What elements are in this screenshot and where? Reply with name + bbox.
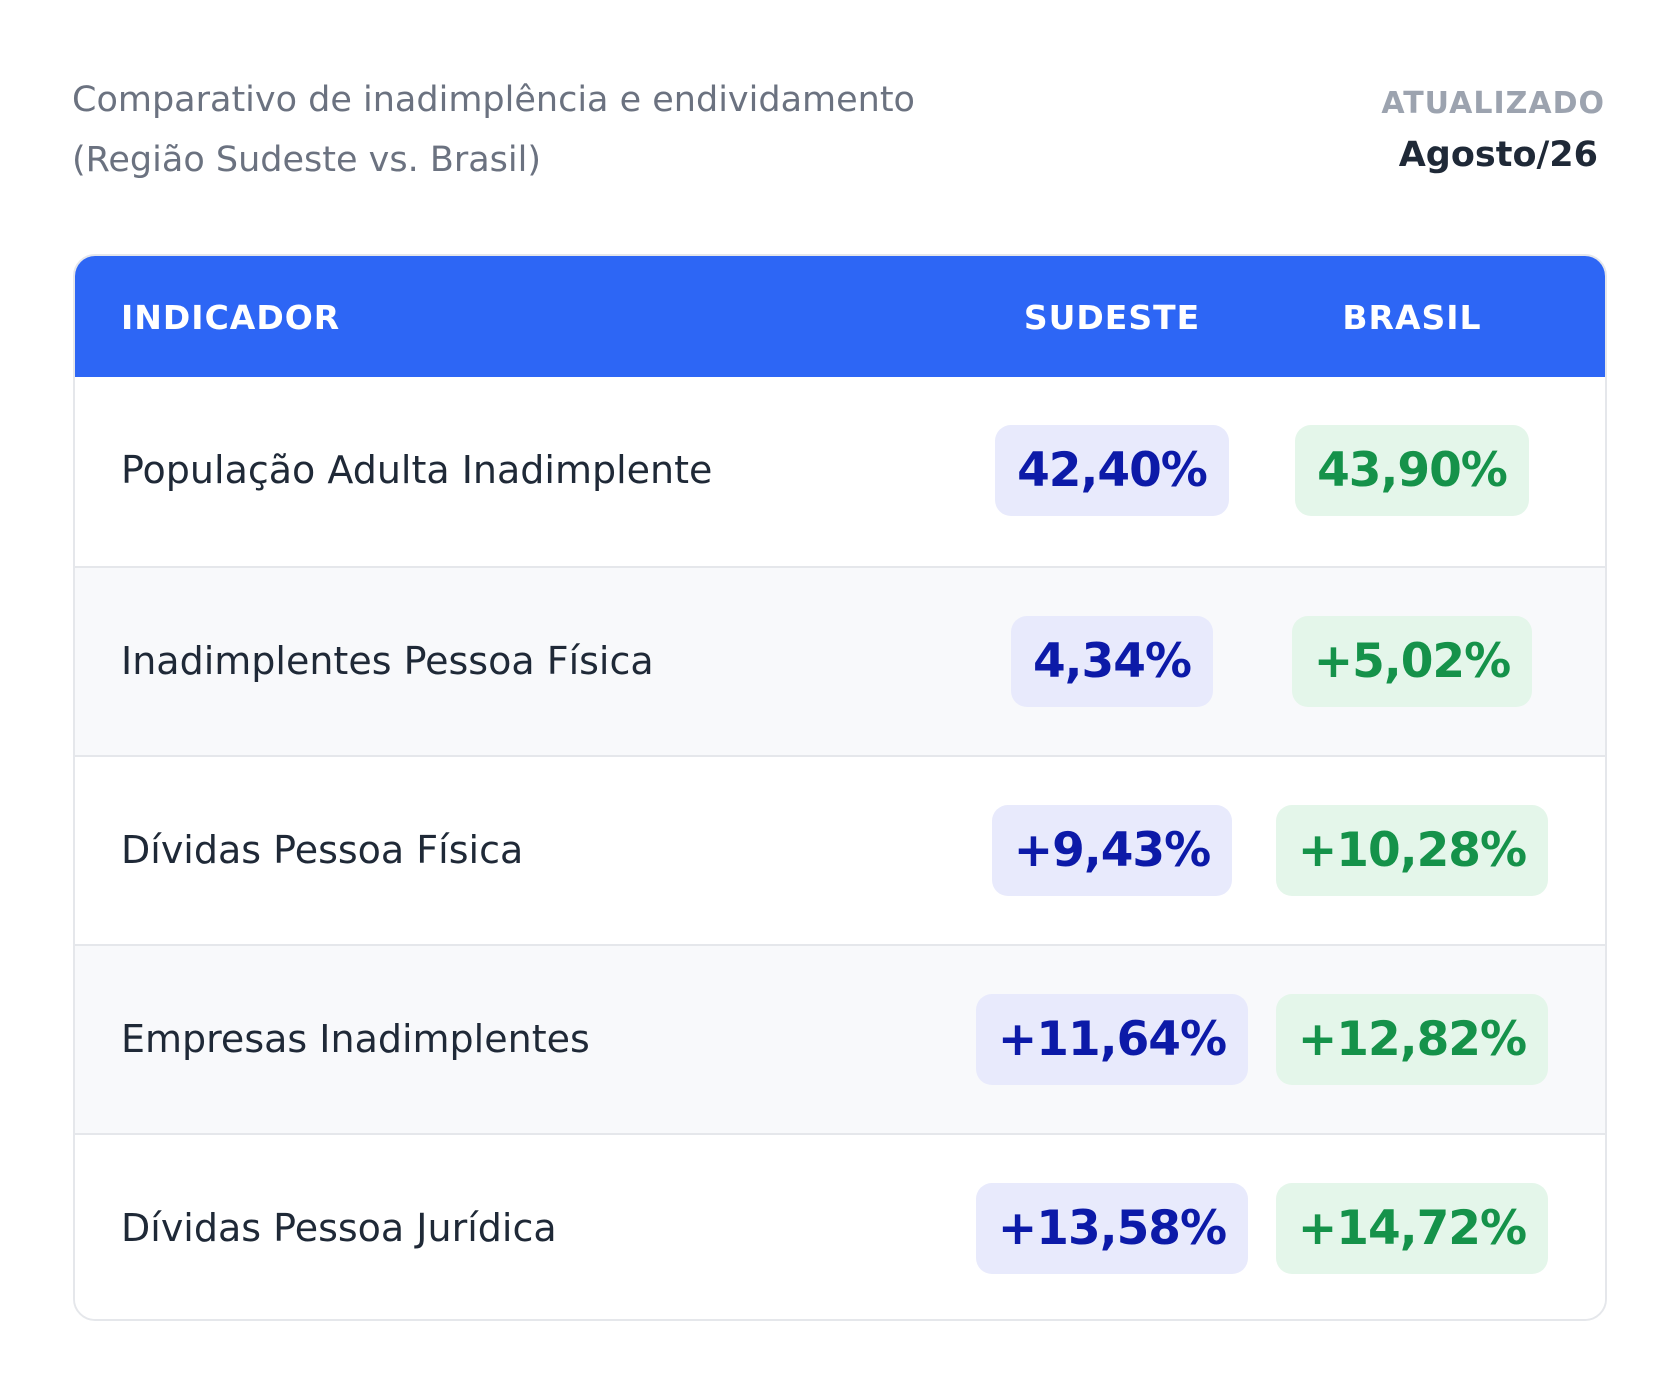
title-line: Comparativo de inadimplência e endividam… — [72, 80, 915, 120]
title-line: (Região Sudeste vs. Brasil) — [72, 140, 542, 180]
sudeste-value: +9,43% — [991, 805, 1233, 896]
row-label: Inadimplentes Pessoa Física — [121, 639, 654, 683]
brasil-value: +12,82% — [1275, 994, 1549, 1085]
cell: +11,64% — [952, 946, 1272, 1133]
table-header: INDICADOR SUDESTE BRASIL — [75, 256, 1605, 379]
updated-date: Agosto/26 — [1398, 135, 1598, 175]
brasil-value: 43,90% — [1295, 425, 1529, 516]
cell: +5,02% — [1252, 568, 1572, 755]
cell: 43,90% — [1252, 377, 1572, 564]
cell: +13,58% — [952, 1135, 1272, 1319]
brasil-value: +5,02% — [1291, 616, 1533, 707]
table-card: INDICADOR SUDESTE BRASIL População Adult… — [73, 254, 1607, 1321]
sudeste-value: 4,34% — [1010, 616, 1214, 707]
row-label: Empresas Inadimplentes — [121, 1017, 590, 1061]
column-header: INDICADOR — [121, 298, 341, 337]
brasil-value: +10,28% — [1275, 805, 1549, 896]
table-row: Empresas Inadimplentes +11,64% +12,82% — [75, 944, 1605, 1133]
table-row: População Adulta Inadimplente 42,40% 43,90… — [75, 377, 1605, 566]
cell: +10,28% — [1252, 757, 1572, 944]
column-header: SUDESTE — [1023, 298, 1201, 337]
cell: +12,82% — [1252, 946, 1572, 1133]
sudeste-value: +13,58% — [975, 1183, 1249, 1274]
cell: +9,43% — [952, 757, 1272, 944]
row-label: Dívidas Pessoa Jurídica — [121, 1206, 557, 1250]
table-row: Dívidas Pessoa Jurídica +13,58% +14,72% — [75, 1133, 1605, 1319]
cell: +14,72% — [1252, 1135, 1572, 1319]
cell: 42,40% — [952, 377, 1272, 564]
row-label: Dívidas Pessoa Física — [121, 828, 524, 872]
column-header: BRASIL — [1342, 298, 1482, 337]
table-row: Inadimplentes Pessoa Física 4,34% +5,02% — [75, 566, 1605, 755]
row-label: População Adulta Inadimplente — [121, 448, 713, 492]
cell: 4,34% — [952, 568, 1272, 755]
updated-label: ATUALIZADO — [1381, 86, 1605, 121]
sudeste-value: +11,64% — [975, 994, 1249, 1085]
sudeste-value: 42,40% — [995, 425, 1229, 516]
table-row: Dívidas Pessoa Física +9,43% +10,28% — [75, 755, 1605, 944]
brasil-value: +14,72% — [1275, 1183, 1549, 1274]
